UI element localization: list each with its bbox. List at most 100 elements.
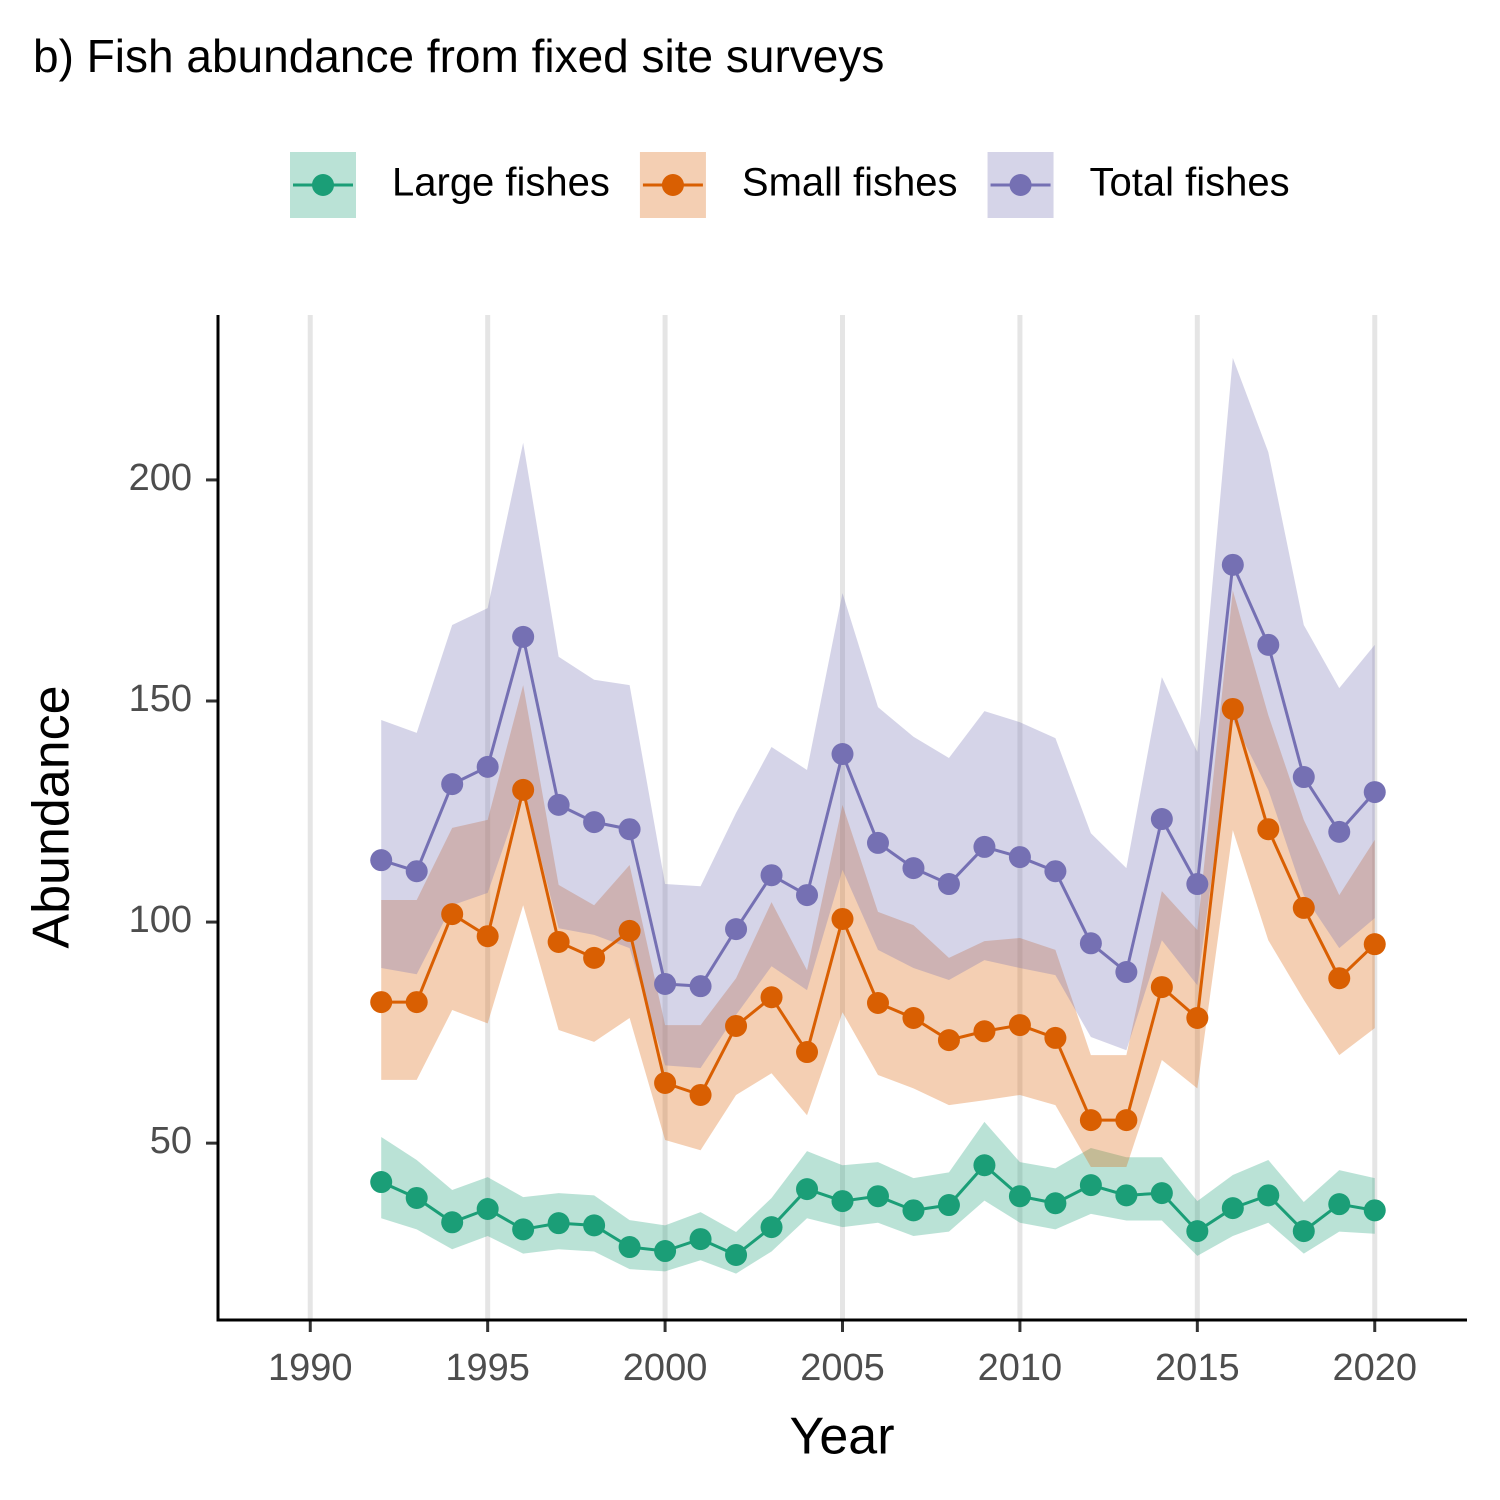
legend-label: Small fishes xyxy=(742,161,958,205)
y-axis-label: Abundance xyxy=(23,685,81,948)
data-point xyxy=(512,625,535,648)
data-point xyxy=(973,1154,996,1177)
y-tick-label: 150 xyxy=(129,678,192,720)
data-point xyxy=(902,1199,925,1222)
data-point xyxy=(831,907,854,930)
data-point xyxy=(1186,1007,1209,1030)
data-point xyxy=(1008,1014,1031,1037)
data-point xyxy=(1292,896,1315,919)
data-point xyxy=(1221,697,1244,720)
data-point xyxy=(547,1212,570,1235)
data-point xyxy=(866,1185,889,1208)
x-tick-label: 2015 xyxy=(1155,1347,1240,1389)
data-point xyxy=(1008,1185,1031,1208)
data-point xyxy=(441,1211,464,1234)
legend-entry: Large fishes xyxy=(290,152,610,218)
data-point xyxy=(1186,873,1209,896)
data-point xyxy=(547,793,570,816)
data-point xyxy=(796,1178,819,1201)
legend-label: Large fishes xyxy=(392,161,610,205)
legend-key-point xyxy=(661,174,684,196)
data-point xyxy=(902,1007,925,1030)
data-point xyxy=(583,1214,606,1237)
x-tick-label: 1990 xyxy=(268,1347,353,1389)
y-tick-label: 100 xyxy=(129,899,192,941)
data-point xyxy=(760,864,783,887)
data-point xyxy=(1008,846,1031,869)
data-point xyxy=(618,1236,641,1259)
data-point xyxy=(1079,932,1102,955)
legend-label: Total fishes xyxy=(1090,161,1290,205)
data-point xyxy=(441,903,464,926)
data-point xyxy=(583,811,606,834)
data-point xyxy=(902,857,925,880)
chart-title: b) Fish abundance from fixed site survey… xyxy=(33,30,884,82)
data-point xyxy=(1328,1193,1351,1216)
data-point xyxy=(831,1190,854,1213)
data-point xyxy=(1221,553,1244,576)
data-point xyxy=(583,946,606,969)
data-point xyxy=(1150,808,1173,831)
data-point xyxy=(441,773,464,796)
y-tick-label: 50 xyxy=(150,1120,192,1162)
legend-key-point xyxy=(312,174,334,196)
legend-entry: Small fishes xyxy=(639,152,958,218)
data-point xyxy=(1363,933,1386,956)
data-point xyxy=(937,873,960,896)
data-point xyxy=(1363,1199,1386,1222)
data-point xyxy=(760,986,783,1009)
data-point xyxy=(547,930,570,953)
data-point xyxy=(937,1194,960,1217)
data-point xyxy=(866,831,889,854)
data-point xyxy=(405,860,428,883)
legend-entry: Total fishes xyxy=(987,152,1290,218)
data-point xyxy=(973,1020,996,1043)
data-point xyxy=(760,1216,783,1239)
y-tick-label: 200 xyxy=(129,457,192,499)
data-point xyxy=(1221,1197,1244,1220)
data-point xyxy=(1328,967,1351,990)
data-point xyxy=(654,1072,677,1095)
data-point xyxy=(512,778,535,801)
data-point xyxy=(1328,820,1351,843)
data-point xyxy=(654,1240,677,1263)
data-point xyxy=(725,918,748,941)
data-point xyxy=(1150,976,1173,999)
data-point xyxy=(1044,1192,1067,1215)
data-point xyxy=(937,1029,960,1052)
data-point xyxy=(689,975,712,998)
data-point xyxy=(370,849,393,872)
data-point xyxy=(796,1041,819,1064)
data-point xyxy=(476,755,499,778)
data-point xyxy=(1257,1184,1280,1207)
legend-key-point xyxy=(1009,174,1032,196)
data-point xyxy=(476,925,499,948)
data-point xyxy=(654,972,677,995)
x-tick-label: 2010 xyxy=(978,1347,1063,1389)
x-tick-label: 1995 xyxy=(445,1347,530,1389)
x-tick-label: 2020 xyxy=(1332,1347,1417,1389)
data-point xyxy=(866,991,889,1014)
data-point xyxy=(1150,1182,1173,1205)
confidence-band xyxy=(381,357,1375,1068)
data-point xyxy=(1186,1220,1209,1243)
data-point xyxy=(618,818,641,841)
data-point xyxy=(1115,961,1138,984)
data-point xyxy=(1079,1174,1102,1197)
data-point xyxy=(1115,1109,1138,1132)
data-point xyxy=(1363,781,1386,804)
data-point xyxy=(1079,1109,1102,1132)
data-point xyxy=(1115,1184,1138,1207)
x-tick-label: 2005 xyxy=(800,1347,885,1389)
data-point xyxy=(973,835,996,858)
data-point xyxy=(831,743,854,766)
data-point xyxy=(405,1186,428,1209)
data-point xyxy=(1257,818,1280,841)
data-point xyxy=(796,884,819,907)
data-point xyxy=(618,919,641,942)
data-point xyxy=(725,1014,748,1037)
data-point xyxy=(1044,860,1067,883)
data-point xyxy=(405,991,428,1014)
data-point xyxy=(725,1244,748,1267)
